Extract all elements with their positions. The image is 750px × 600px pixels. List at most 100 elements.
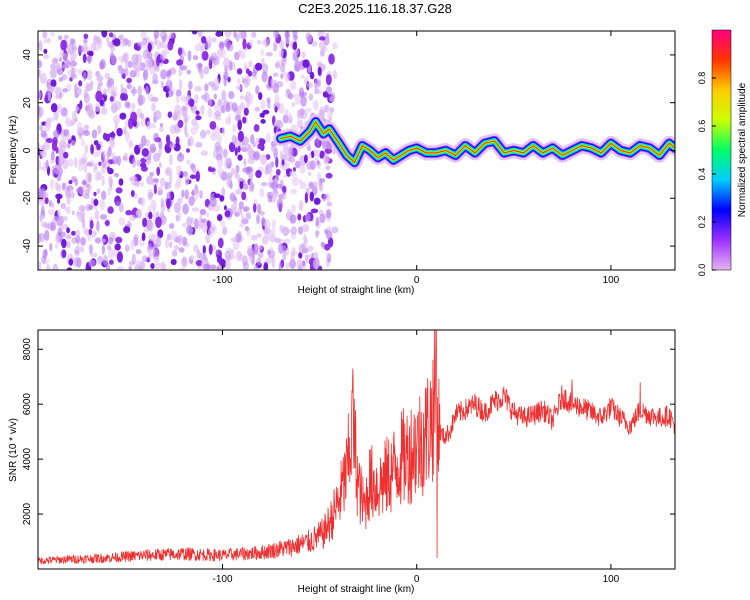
noise-blob bbox=[128, 139, 133, 149]
noise-blob bbox=[38, 106, 44, 117]
noise-blob bbox=[293, 48, 299, 56]
noise-blob bbox=[100, 107, 108, 115]
noise-blob bbox=[182, 203, 189, 215]
noise-blob bbox=[200, 104, 205, 116]
noise-blob bbox=[142, 49, 150, 60]
noise-blob bbox=[248, 60, 253, 68]
noise-blob bbox=[123, 226, 131, 234]
noise-blob bbox=[177, 47, 183, 56]
noise-blob bbox=[323, 104, 330, 113]
noise-blob bbox=[145, 59, 153, 71]
colorbar-tick-label: 0.4 bbox=[697, 168, 707, 181]
noise-blob bbox=[89, 219, 94, 230]
noise-blob bbox=[233, 31, 237, 38]
noise-blob bbox=[234, 114, 241, 122]
noise-blob bbox=[81, 178, 88, 189]
noise-blob bbox=[132, 157, 137, 168]
noise-blob bbox=[212, 52, 217, 59]
chart-title: C2E3.2025.116.18.37.G28 bbox=[298, 1, 452, 16]
snr-y-label: SNR (10 * v/v) bbox=[8, 418, 19, 482]
noise-blob bbox=[126, 220, 131, 228]
noise-blob bbox=[325, 86, 333, 94]
noise-blob bbox=[71, 230, 76, 236]
noise-blob bbox=[292, 31, 298, 38]
noise-blob bbox=[255, 62, 263, 71]
noise-blob bbox=[113, 248, 118, 257]
snr-y-axis: 2000 4000 6000 8000 bbox=[22, 338, 675, 525]
noise-blob bbox=[155, 216, 162, 228]
noise-blob bbox=[199, 69, 205, 79]
noise-blob bbox=[115, 200, 121, 207]
noise-blob bbox=[66, 70, 72, 76]
noise-blob bbox=[201, 50, 209, 61]
noise-blob bbox=[151, 96, 158, 102]
noise-blob bbox=[50, 103, 58, 113]
noise-blob bbox=[140, 117, 146, 127]
noise-blob bbox=[180, 65, 188, 71]
noise-blob bbox=[113, 114, 121, 125]
ridge-line bbox=[280, 121, 675, 164]
noise-blob bbox=[159, 122, 163, 128]
noise-blob bbox=[101, 175, 105, 187]
noise-blob bbox=[111, 152, 116, 160]
noise-blob bbox=[67, 43, 75, 55]
noise-blob bbox=[74, 105, 79, 112]
noise-blob bbox=[186, 69, 191, 75]
noise-blob bbox=[243, 140, 249, 152]
noise-blob bbox=[153, 184, 157, 195]
noise-blob bbox=[115, 236, 123, 244]
noise-blob bbox=[158, 139, 163, 150]
noise-blob bbox=[259, 138, 263, 145]
noise-blob bbox=[160, 215, 167, 226]
noise-blob bbox=[289, 258, 296, 269]
noise-blob bbox=[158, 162, 162, 168]
noise-blob bbox=[69, 38, 75, 45]
noise-blob bbox=[326, 201, 333, 207]
noise-blob bbox=[116, 127, 123, 137]
noise-blob bbox=[48, 117, 55, 122]
noise-blob bbox=[240, 212, 245, 218]
noise-blob bbox=[251, 31, 257, 38]
noise-blob bbox=[184, 189, 189, 200]
noise-blob bbox=[52, 263, 58, 270]
noise-blob bbox=[222, 226, 228, 236]
noise-blob bbox=[74, 87, 82, 96]
noise-blob bbox=[255, 170, 262, 178]
noise-blob bbox=[95, 150, 101, 157]
noise-blob bbox=[236, 85, 244, 91]
noise-blob bbox=[57, 209, 62, 218]
noise-blob bbox=[316, 160, 320, 166]
noise-blob bbox=[190, 126, 198, 136]
noise-blob bbox=[218, 171, 222, 178]
noise-blob bbox=[44, 229, 50, 241]
noise-blob bbox=[50, 151, 55, 161]
noise-blob bbox=[266, 132, 271, 144]
noise-blob bbox=[284, 108, 289, 117]
noise-blob bbox=[269, 233, 277, 243]
noise-blob bbox=[245, 166, 252, 173]
noise-blob bbox=[107, 206, 114, 214]
colorbar-label: Normalized spectral amplitude bbox=[737, 82, 748, 217]
noise-blob bbox=[38, 160, 42, 171]
y-tick-label: 8000 bbox=[22, 338, 33, 361]
noise-blob bbox=[80, 158, 88, 164]
noise-blob bbox=[130, 88, 138, 94]
noise-blob bbox=[90, 197, 95, 205]
noise-blob bbox=[224, 250, 231, 261]
noise-blob bbox=[181, 171, 188, 177]
noise-blob bbox=[299, 64, 304, 71]
noise-blob bbox=[109, 138, 115, 149]
noise-blob bbox=[169, 241, 173, 248]
noise-blob bbox=[59, 49, 65, 58]
noise-blob bbox=[313, 197, 321, 205]
noise-blob bbox=[140, 196, 146, 208]
y-tick-label: 6000 bbox=[22, 393, 33, 416]
noise-blob bbox=[250, 234, 258, 241]
noise-blob bbox=[150, 199, 157, 210]
noise-blob bbox=[195, 115, 202, 121]
noise-blob bbox=[47, 37, 51, 44]
noise-blob bbox=[175, 94, 180, 104]
noise-blob bbox=[224, 157, 230, 167]
noise-blob bbox=[199, 45, 205, 53]
noise-blob bbox=[296, 119, 304, 129]
